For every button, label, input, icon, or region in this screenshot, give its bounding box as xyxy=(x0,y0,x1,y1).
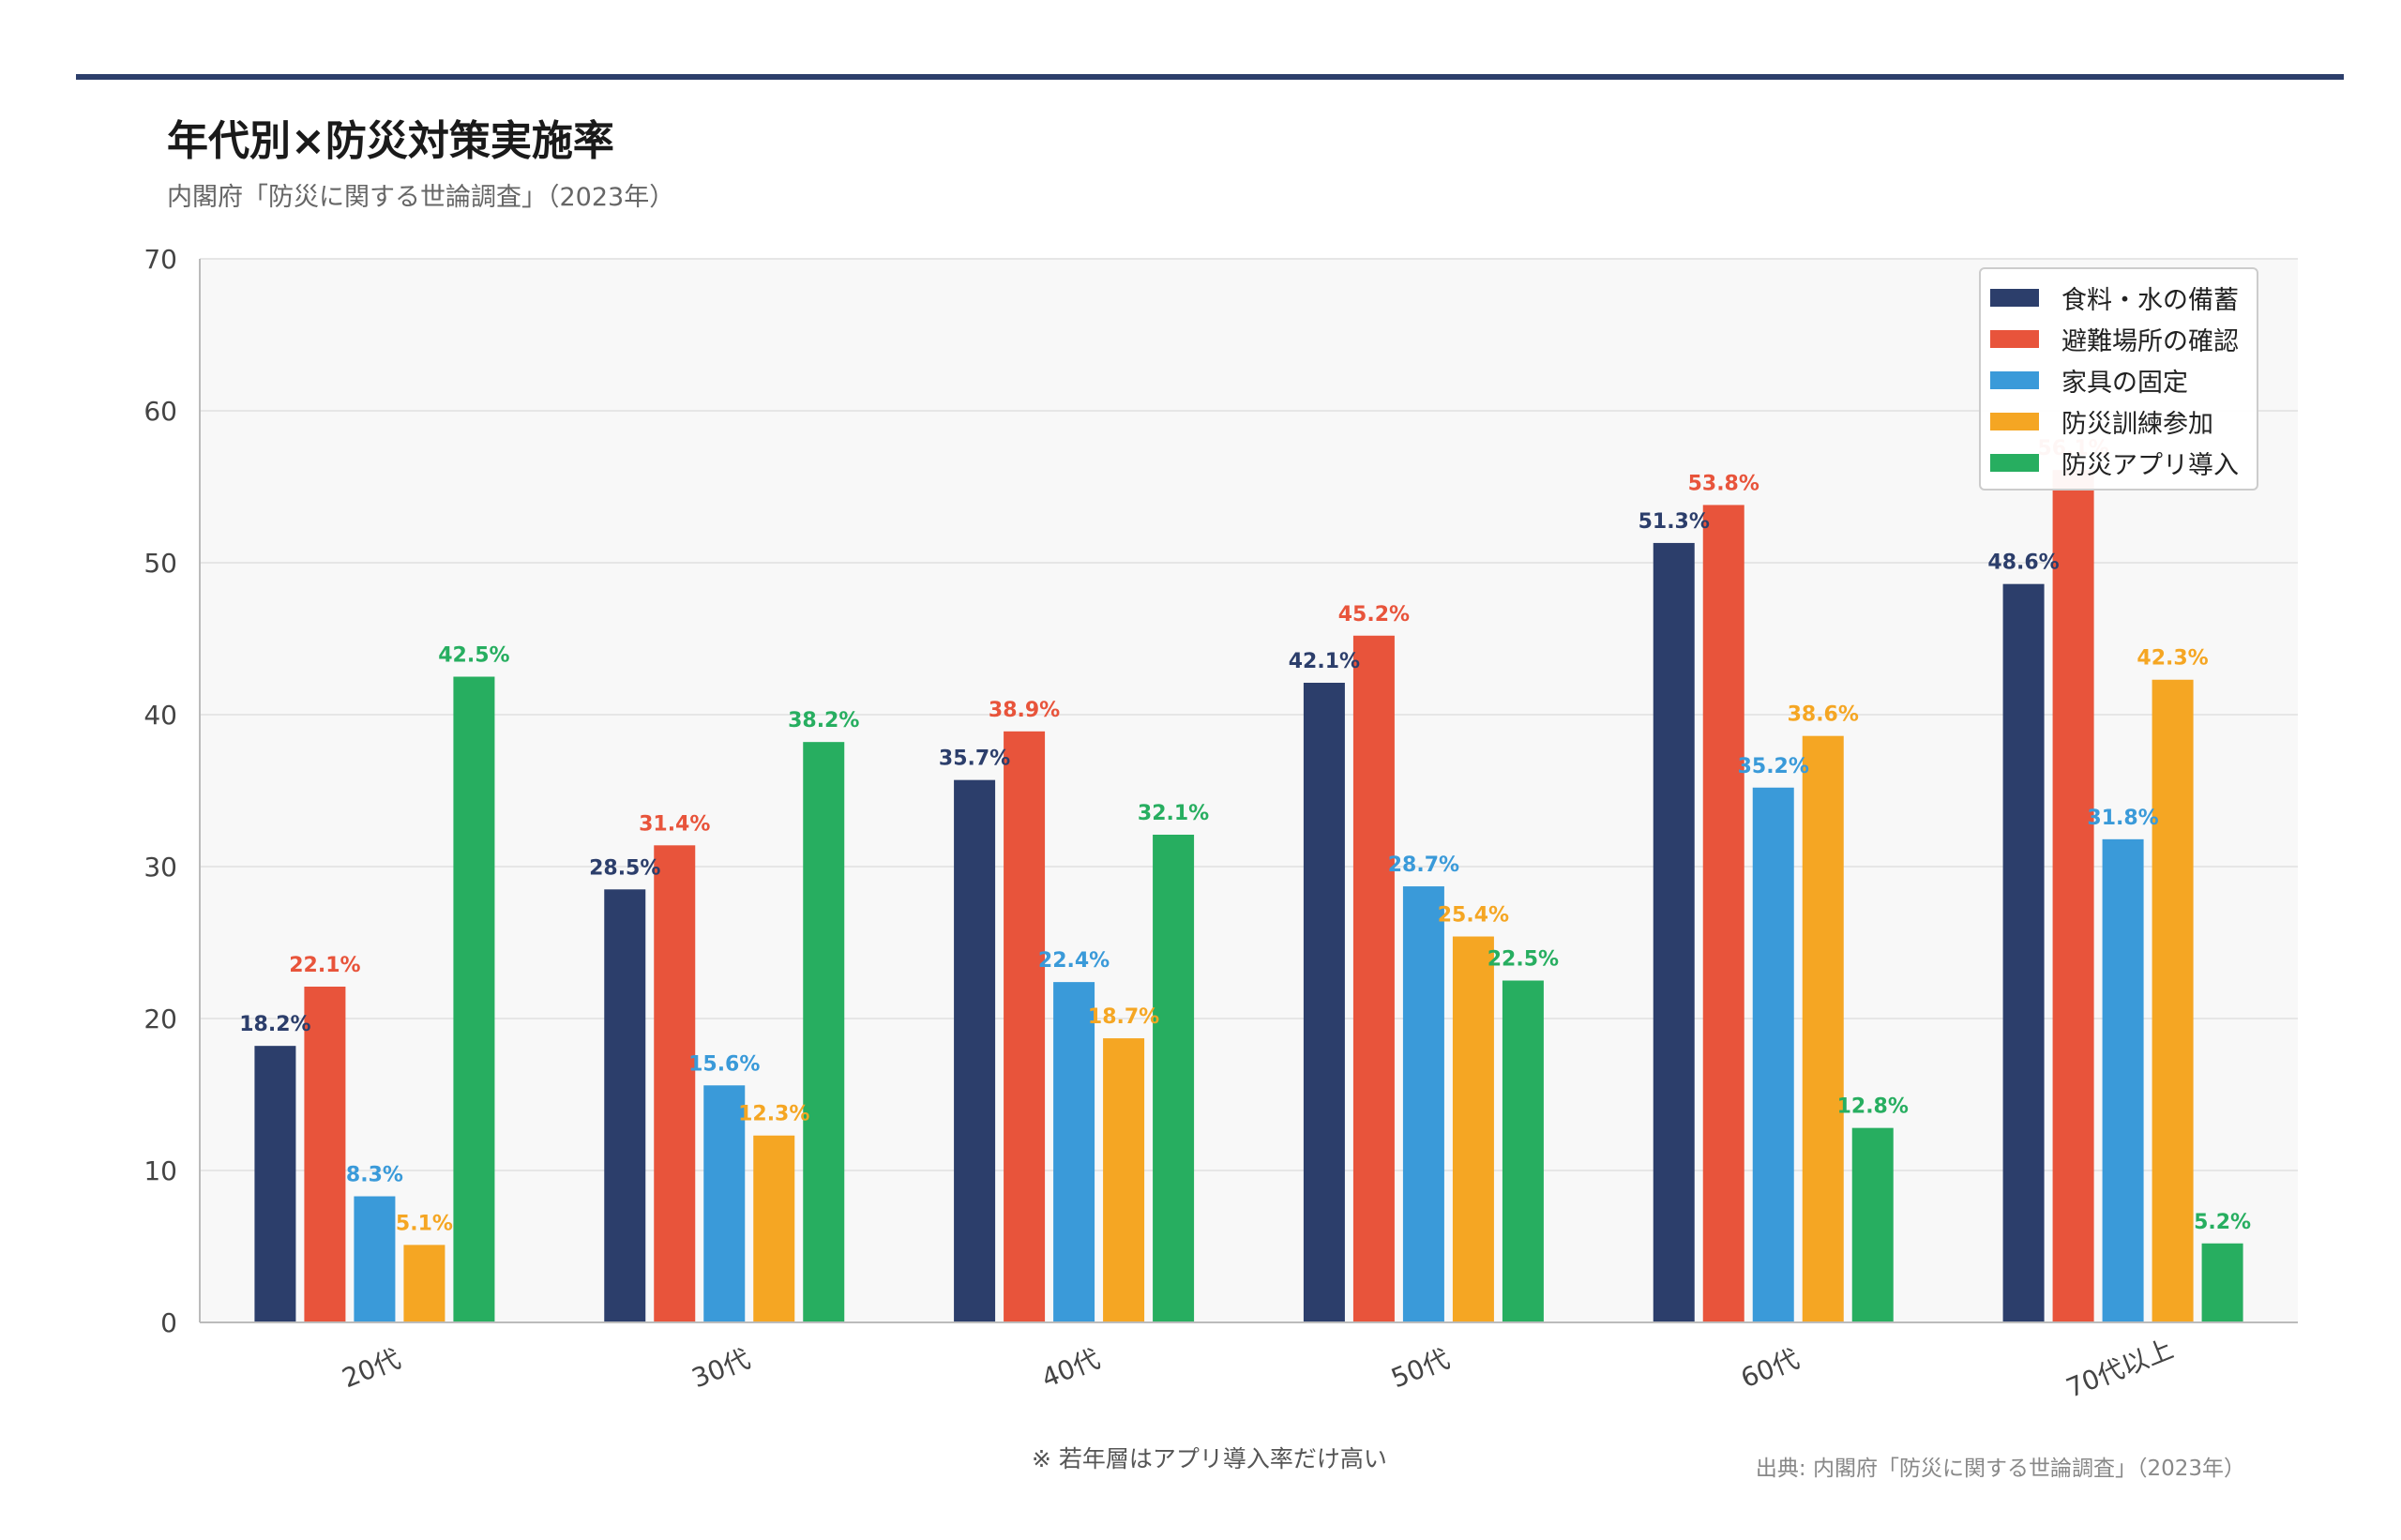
chart-subtitle: 内閣府「防災に関する世論調査」（2023年） xyxy=(167,183,675,212)
bar xyxy=(354,1196,396,1322)
legend-item: 食料・水の備蓄 xyxy=(1990,277,2247,318)
source-credit: 出典: 内閣府「防災に関する世論調査」（2023年） xyxy=(1755,1457,2245,1481)
bar xyxy=(2201,1243,2243,1322)
data-label: 42.1% xyxy=(1289,650,1360,673)
data-label: 5.1% xyxy=(396,1212,453,1235)
legend-item: 避難場所の確認 xyxy=(1990,318,2247,359)
y-tick-label: 30 xyxy=(143,852,177,883)
legend-item: 防災アプリ導入 xyxy=(1990,442,2247,483)
x-tick-label: 20代 xyxy=(338,1343,404,1394)
bars xyxy=(254,470,2243,1322)
data-label: 31.4% xyxy=(639,812,710,836)
data-label: 28.5% xyxy=(589,856,660,880)
data-label: 48.6% xyxy=(1987,551,2059,575)
data-label: 22.4% xyxy=(1038,949,1110,973)
data-label: 38.9% xyxy=(989,699,1060,722)
x-tick-label: 40代 xyxy=(1037,1343,1104,1394)
bar xyxy=(1702,505,1744,1322)
bar xyxy=(1103,1038,1145,1322)
bar xyxy=(2152,679,2194,1322)
bar xyxy=(2102,838,2144,1322)
legend-label: 避難場所の確認 xyxy=(2061,326,2239,356)
y-tick-label: 60 xyxy=(143,396,177,427)
legend-swatch xyxy=(1990,329,2039,348)
top-rule xyxy=(76,74,2344,80)
bar xyxy=(2052,470,2094,1322)
y-tick-label: 70 xyxy=(143,244,177,275)
y-tick-label: 20 xyxy=(143,1004,177,1034)
legend-item: 家具の固定 xyxy=(1990,359,2247,400)
y-tick-label: 0 xyxy=(160,1307,177,1338)
bar xyxy=(604,889,646,1322)
bar xyxy=(1004,731,1046,1322)
bar xyxy=(1153,834,1195,1322)
data-label: 25.4% xyxy=(1438,904,1509,928)
bar xyxy=(1053,982,1095,1322)
legend-label: 家具の固定 xyxy=(2061,368,2188,398)
bar xyxy=(1851,1127,1894,1322)
data-label: 51.3% xyxy=(1638,510,1710,534)
legend-label: 防災訓練参加 xyxy=(2061,409,2213,439)
bar xyxy=(753,1135,795,1322)
chart-title: 年代別×防災対策実施率 xyxy=(167,117,614,165)
y-tick-label: 10 xyxy=(143,1155,177,1186)
bar xyxy=(1402,886,1444,1322)
data-label: 18.7% xyxy=(1088,1005,1159,1029)
legend-swatch xyxy=(1990,370,2039,389)
data-label: 38.6% xyxy=(1788,703,1859,727)
bar xyxy=(403,1245,445,1322)
data-label: 18.2% xyxy=(239,1013,310,1036)
legend-swatch xyxy=(1990,412,2039,430)
legend-label: 食料・水の備蓄 xyxy=(2061,285,2239,315)
bar xyxy=(1452,936,1494,1322)
legend-item: 防災訓練参加 xyxy=(1990,400,2247,442)
data-label: 22.1% xyxy=(289,954,360,977)
bar xyxy=(954,779,996,1322)
y-tick-label: 50 xyxy=(143,548,177,579)
data-label: 42.3% xyxy=(2137,647,2208,671)
x-tick-label: 30代 xyxy=(687,1343,754,1394)
x-tick-label: 60代 xyxy=(1737,1343,1804,1394)
grid-lines xyxy=(200,258,2298,1171)
footnote: ※ 若年層はアプリ導入率だけ高い xyxy=(1032,1445,1387,1472)
data-label: 12.3% xyxy=(738,1103,809,1126)
bar xyxy=(304,986,346,1322)
data-label: 45.2% xyxy=(1338,603,1410,627)
bar xyxy=(1502,980,1544,1322)
data-label: 28.7% xyxy=(1388,853,1459,877)
bar xyxy=(1802,735,1844,1322)
bar xyxy=(803,742,845,1322)
data-label: 32.1% xyxy=(1138,802,1209,825)
data-label: 42.5% xyxy=(438,644,509,668)
bar xyxy=(2002,583,2045,1322)
bar xyxy=(703,1085,746,1322)
bar xyxy=(1653,542,1695,1322)
bar xyxy=(1752,787,1794,1322)
y-tick-label: 40 xyxy=(143,700,177,731)
data-label: 31.8% xyxy=(2087,807,2158,830)
legend-swatch xyxy=(1990,288,2039,307)
bar xyxy=(453,676,495,1322)
bar xyxy=(1352,635,1395,1322)
data-label: 8.3% xyxy=(346,1164,403,1187)
data-label: 53.8% xyxy=(1688,472,1759,495)
data-label: 5.2% xyxy=(2194,1211,2251,1234)
data-label: 35.2% xyxy=(1738,755,1809,778)
data-label: 15.6% xyxy=(688,1052,760,1076)
data-label: 22.5% xyxy=(1487,948,1559,972)
bar xyxy=(1303,682,1345,1322)
bar xyxy=(654,845,696,1322)
legend-swatch xyxy=(1990,453,2039,472)
x-tick-label: 70代以上 xyxy=(2061,1333,2177,1403)
x-tick-label: 50代 xyxy=(1387,1343,1454,1394)
plot-area xyxy=(200,259,2298,1322)
bar xyxy=(254,1046,296,1322)
legend-label: 防災アプリ導入 xyxy=(2061,450,2239,480)
legend: 食料・水の備蓄 避難場所の確認 家具の固定防災訓練参加 防災アプリ導入 xyxy=(1979,267,2258,491)
data-label: 35.7% xyxy=(939,747,1010,771)
data-label: 38.2% xyxy=(788,709,859,732)
data-label: 12.8% xyxy=(1837,1095,1909,1119)
data-labels: 18.2% 22.1% 8.3% 5.1% 42.5% 28.5% 31.4% 15.6% 12… xyxy=(239,437,2251,1235)
